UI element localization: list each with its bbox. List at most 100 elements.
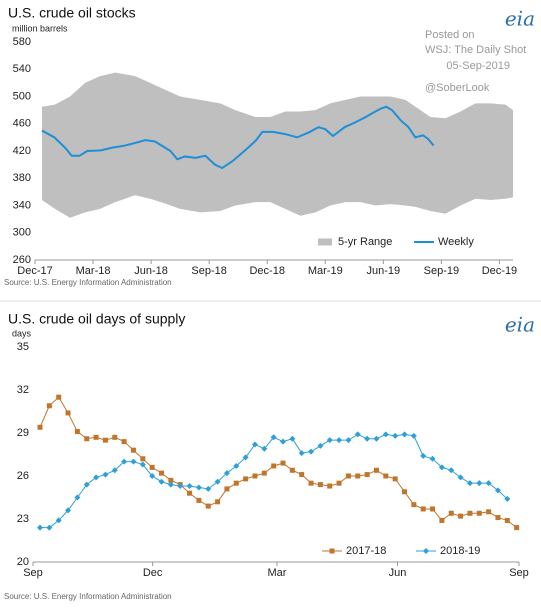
point <box>308 480 314 486</box>
annotation: @SoberLook <box>425 82 490 94</box>
point <box>93 474 100 481</box>
point <box>102 471 109 478</box>
source: Source: U.S. Energy Information Administ… <box>4 592 172 601</box>
x-tick-label: Mar-18 <box>76 265 111 277</box>
x-tick-label: Sep-19 <box>424 265 459 277</box>
point <box>448 510 454 516</box>
point <box>402 489 408 495</box>
point <box>364 435 371 442</box>
x-tick-label: Dec <box>143 567 163 579</box>
point <box>111 467 118 474</box>
point <box>317 482 323 488</box>
chart-title: U.S. crude oil stocks <box>8 5 136 21</box>
source: Source: U.S. Energy Information Administ… <box>4 278 172 287</box>
legend-label: 2017-18 <box>346 545 386 557</box>
point <box>37 524 44 531</box>
point <box>327 483 333 489</box>
point <box>345 473 351 479</box>
point <box>74 429 80 435</box>
point <box>158 478 165 485</box>
point <box>149 464 155 470</box>
point <box>187 490 193 496</box>
x-tick-label: Mar-19 <box>308 265 343 277</box>
point <box>392 432 399 439</box>
series-line <box>41 105 435 170</box>
logo: eia <box>505 313 535 337</box>
y-tick-label: 29 <box>17 427 29 439</box>
point <box>411 502 417 508</box>
y-tick-label: 260 <box>13 254 31 266</box>
point <box>345 437 352 444</box>
point <box>382 431 389 438</box>
point <box>177 483 184 490</box>
point <box>410 432 417 439</box>
point <box>112 434 118 440</box>
y-tick-label: 380 <box>13 172 31 184</box>
point <box>195 484 202 491</box>
point <box>149 473 156 479</box>
point <box>168 477 174 483</box>
point <box>299 472 305 478</box>
x-tick-label: Jun <box>389 567 407 579</box>
legend-marker <box>423 548 429 554</box>
point <box>167 481 174 488</box>
point <box>401 431 408 438</box>
point <box>504 517 510 523</box>
point <box>420 506 426 512</box>
x-tick-label: Mar <box>267 567 286 579</box>
legend-label: Weekly <box>438 236 474 248</box>
point <box>102 437 108 443</box>
point <box>289 467 295 473</box>
point <box>121 458 128 465</box>
axis-unit: million barrels <box>12 23 68 33</box>
legend-label: 2018-19 <box>440 545 480 557</box>
point <box>65 507 72 514</box>
point <box>448 467 455 474</box>
point <box>261 470 267 476</box>
point <box>420 452 427 459</box>
point <box>270 434 277 441</box>
point <box>74 494 81 501</box>
chart-title: U.S. crude oil days of supply <box>8 311 185 327</box>
point <box>289 435 296 442</box>
point <box>383 473 389 479</box>
y-tick-label: 26 <box>17 470 29 482</box>
logo: eia <box>505 7 535 31</box>
point <box>205 503 211 509</box>
point <box>130 458 137 465</box>
y-tick-label: 580 <box>13 36 31 48</box>
annotation: 05-Sep-2019 <box>446 60 510 72</box>
point <box>280 460 286 466</box>
x-tick-label: Dec-17 <box>17 265 52 277</box>
point <box>485 480 492 487</box>
point <box>495 515 501 521</box>
point <box>65 410 71 416</box>
point <box>130 447 136 453</box>
point <box>196 497 202 503</box>
legend-swatch <box>318 238 332 246</box>
range-band <box>41 72 514 218</box>
point <box>140 456 146 462</box>
y-tick-label: 340 <box>13 199 31 211</box>
point <box>457 474 464 481</box>
y-tick-label: 20 <box>17 556 29 568</box>
y-tick-label: 23 <box>17 513 29 525</box>
x-tick-label: Sep <box>23 567 43 579</box>
point <box>55 517 62 524</box>
point <box>392 476 398 482</box>
point <box>214 478 221 485</box>
y-tick-label: 35 <box>17 341 29 353</box>
point <box>93 434 99 440</box>
point <box>121 439 127 445</box>
point <box>224 486 230 492</box>
x-tick-label: Sep-18 <box>191 265 226 277</box>
point <box>438 464 445 471</box>
y-tick-label: 500 <box>13 90 31 102</box>
point <box>430 506 436 512</box>
x-tick-label: Sep <box>509 567 529 579</box>
point <box>233 462 240 469</box>
point <box>139 461 146 468</box>
series-line <box>39 396 517 528</box>
point <box>317 442 324 449</box>
axis-unit: days <box>12 328 32 338</box>
